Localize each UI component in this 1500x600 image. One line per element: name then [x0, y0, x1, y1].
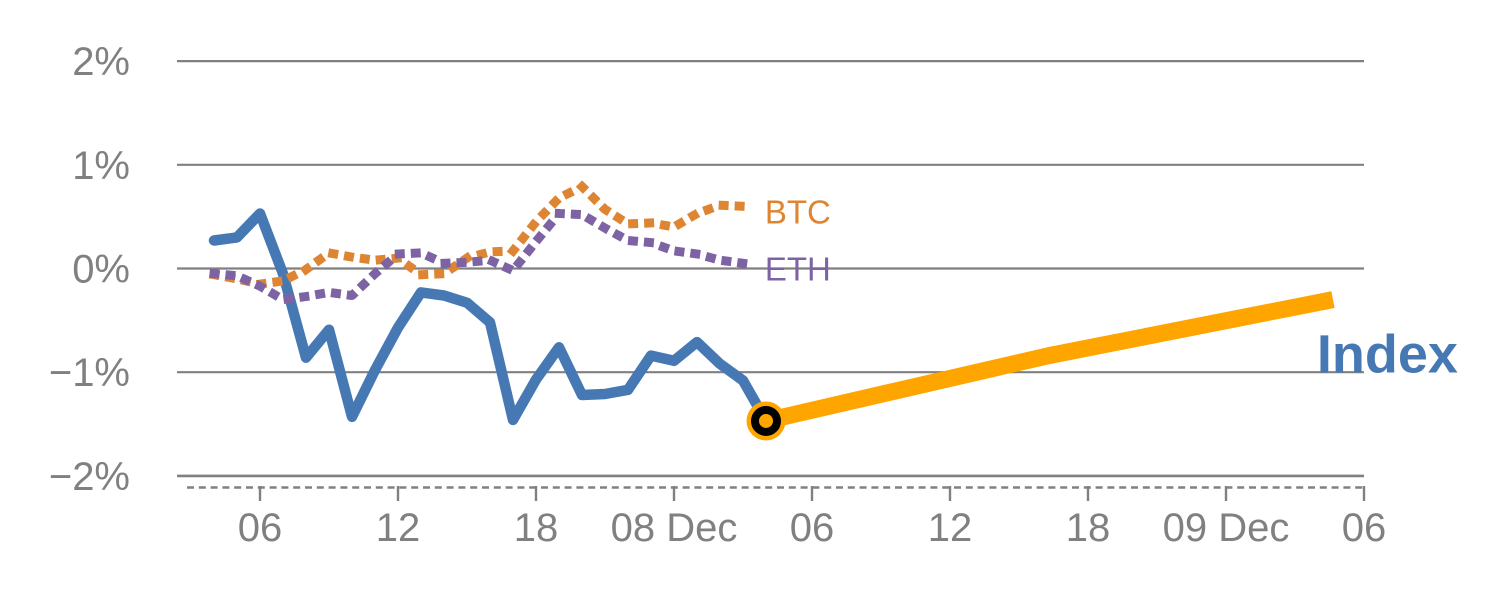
x-tick-label: 08 Dec — [611, 506, 738, 550]
x-tick-label: 12 — [376, 506, 421, 550]
series-label-index: Index — [1317, 325, 1458, 385]
series-line-index — [208, 208, 772, 427]
x-tick-label: 12 — [928, 506, 973, 550]
x-tick-label: 09 Dec — [1163, 506, 1290, 550]
last-actual-point-ring — [751, 405, 781, 436]
y-tick-label: 0% — [72, 248, 130, 292]
x-tick-label: 18 — [1066, 506, 1111, 550]
x-tick-label: 06 — [1342, 506, 1387, 550]
y-tick-label: −1% — [49, 351, 130, 395]
y-tick-label: 2% — [72, 40, 130, 84]
series-line-eth — [209, 209, 749, 305]
y-tick-label: 1% — [72, 144, 130, 188]
x-tick-label: 06 — [238, 506, 283, 550]
x-tick-label: 06 — [790, 506, 835, 550]
series-label-btc: BTC — [765, 193, 831, 230]
series-line-index-projection — [764, 291, 1335, 430]
y-tick-label: −2% — [49, 455, 130, 499]
x-tick-label: 18 — [514, 506, 559, 550]
series-label-eth: ETH — [765, 251, 831, 288]
series-line-btc — [208, 182, 748, 289]
